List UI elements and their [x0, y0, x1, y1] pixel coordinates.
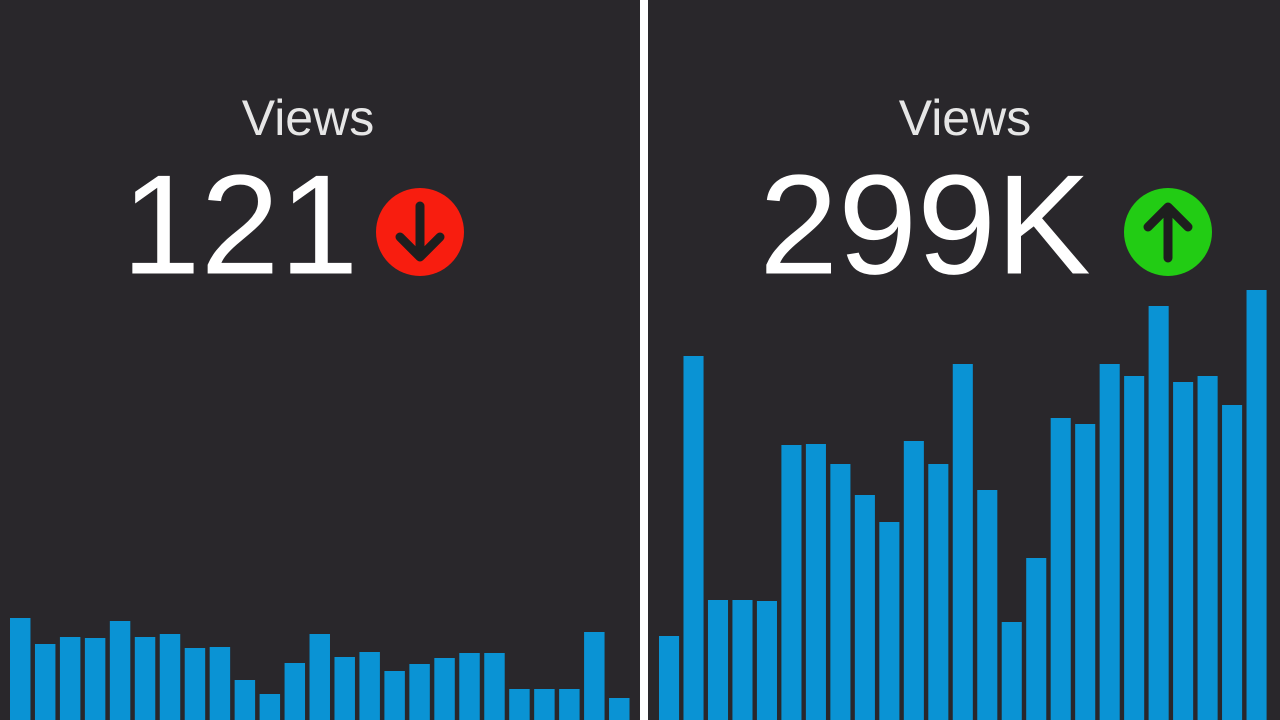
bar	[10, 618, 31, 720]
trend-icon	[376, 188, 464, 276]
bar	[1050, 418, 1071, 720]
bar	[184, 648, 206, 720]
bar	[609, 698, 630, 720]
trend-icon	[1124, 188, 1212, 276]
headline-value: 121	[122, 146, 359, 305]
bar	[209, 647, 231, 720]
bar	[756, 601, 777, 720]
bar	[659, 636, 680, 720]
bar	[434, 658, 455, 720]
panel-background	[0, 0, 640, 720]
bar	[134, 637, 156, 720]
bar	[34, 644, 56, 720]
panel-title: Views	[899, 90, 1031, 146]
bar	[830, 464, 851, 720]
bar	[707, 600, 729, 720]
bar	[1001, 622, 1022, 720]
bar	[534, 689, 555, 720]
bar	[1173, 382, 1194, 720]
bar	[683, 356, 704, 720]
bar	[159, 634, 181, 720]
bar	[781, 445, 802, 720]
bar	[259, 694, 281, 720]
bar	[928, 464, 949, 720]
bar	[1246, 290, 1267, 720]
bar	[1075, 424, 1096, 720]
bar	[1124, 376, 1145, 720]
bar	[1026, 558, 1047, 720]
headline-value: 299K	[759, 146, 1091, 305]
bar	[1197, 376, 1218, 720]
bar	[952, 364, 973, 720]
bar	[59, 637, 81, 720]
trend-arrow	[395, 201, 445, 262]
bar	[359, 652, 380, 720]
bar	[384, 671, 405, 720]
bar	[879, 522, 900, 720]
bar	[234, 680, 256, 720]
bar	[903, 441, 924, 720]
bar	[584, 632, 605, 720]
trend-arrow	[1143, 202, 1193, 263]
bar	[284, 663, 306, 720]
bar	[334, 657, 355, 720]
bar	[459, 653, 480, 720]
bar	[1148, 306, 1169, 720]
bar	[732, 600, 753, 720]
bar	[559, 689, 580, 720]
bar	[805, 444, 826, 720]
bar	[977, 490, 998, 720]
bar	[1099, 364, 1120, 720]
bar	[84, 638, 106, 720]
bar	[484, 653, 505, 720]
panel-title: Views	[242, 90, 374, 146]
bar	[509, 689, 530, 720]
bar	[109, 621, 131, 720]
bar	[409, 664, 430, 720]
bar	[1222, 405, 1243, 720]
bar	[309, 634, 330, 720]
bar	[854, 495, 875, 720]
